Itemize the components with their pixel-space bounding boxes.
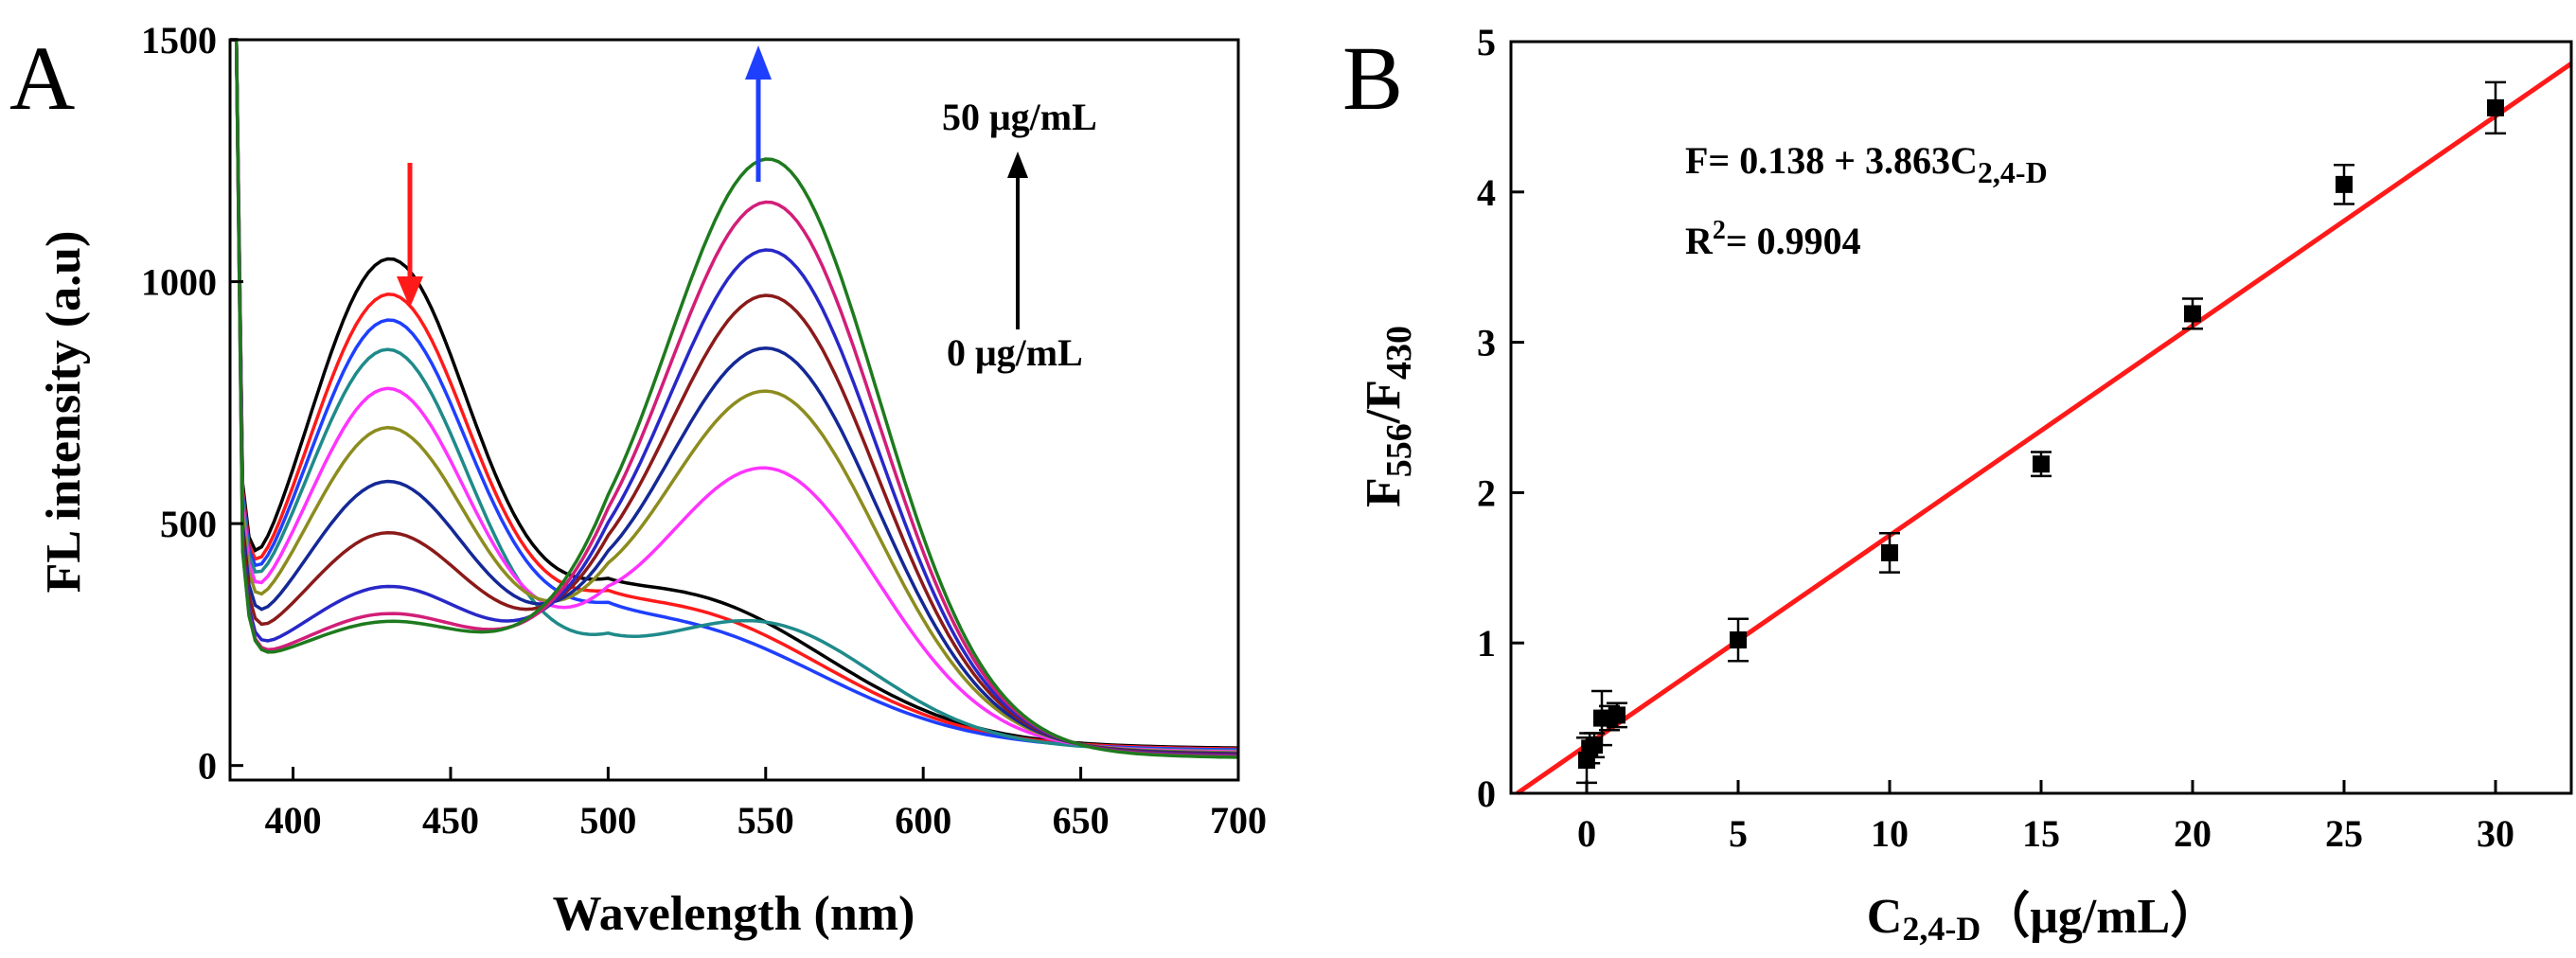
panel-a-x-tick-label: 550 [737,799,794,842]
panel-b-y-tick-label: 3 [1477,322,1496,364]
panel-b-ticks: 0 5 10 15 20 25 30 0 1 2 3 4 5 [1477,21,2514,855]
spectrum-line-1 [230,38,1239,750]
panel-a-x-tick-label: 600 [895,799,951,842]
panel-a-y-tick-label: 0 [198,745,217,788]
data-point [2033,455,2050,473]
panel-a-y-tick-label: 1000 [141,261,217,304]
spectrum-line-3 [230,38,1239,752]
panel-a-y-tick-label: 500 [160,503,217,545]
panel-a-x-tick-label: 500 [579,799,636,842]
annotation-50-ug-ml: 50 μg/mL [942,96,1097,138]
panel-b-label: B [1342,27,1403,129]
panel-a-x-tick-label: 700 [1210,799,1267,842]
panel-b-x-tick-label: 0 [1577,812,1596,855]
panel-a-x-tick-label: 400 [265,799,322,842]
r-squared: R2= 0.9904 [1685,216,1861,262]
panel-a-y-axis-title: FL intensity (a.u) [37,231,91,594]
panel-b: B 0 5 10 15 20 25 30 0 1 2 3 4 5 F= 0.138 + 3.863C2,… [1342,21,2573,948]
panel-b-y-tick-label: 2 [1477,471,1496,514]
spectrum-line-5 [230,38,1239,754]
panel-a-ticks: 400 450 500 550 600 650 700 0 500 1000 1500 [141,19,1267,842]
spectrum-line-10 [230,38,1239,758]
panel-b-y-tick-label: 0 [1477,772,1496,815]
fit-equation: F= 0.138 + 3.863C2,4-D [1685,139,2048,189]
data-point [2184,305,2201,323]
blue-up-arrow [745,45,772,182]
red-down-arrow [397,163,423,308]
annotation-0-ug-ml: 0 μg/mL [947,331,1083,374]
panel-b-x-tick-label: 5 [1729,812,1748,855]
black-up-arrow [1007,151,1028,329]
spectrum-line-6 [230,38,1239,754]
panel-a-plot-frame [228,38,1240,782]
panel-a-y-tick-label: 1500 [141,19,217,62]
panel-b-x-tick-label: 15 [2022,812,2060,855]
panel-a-series-group [230,38,1239,759]
panel-a-x-tick-label: 650 [1053,799,1110,842]
data-point [1730,631,1747,649]
panel-a-label: A [9,27,75,129]
spectrum-line-4 [230,38,1239,753]
data-point [1881,543,1898,561]
panel-b-x-tick-label: 25 [2325,812,2363,855]
panel-b-y-axis-title: F556/F430 [1357,326,1419,507]
panel-a: A 400 450 500 550 600 650 700 0 500 1000 1500 50 μ… [9,19,1267,941]
spectrum-line-9 [230,38,1239,757]
panel-b-y-tick-label: 4 [1477,171,1496,214]
spectrum-line-7 [230,38,1239,755]
panel-b-x-tick-label: 30 [2477,812,2514,855]
panel-a-x-axis-title: Wavelength (nm) [553,887,915,941]
panel-b-x-axis-title: C2,4-D（μg/mL） [1867,889,2220,948]
panel-b-y-tick-label: 1 [1477,622,1496,665]
panel-b-content [1516,62,2573,796]
panel-b-x-tick-label: 10 [1871,812,1909,855]
spectrum-line-8 [230,38,1239,756]
panel-a-x-tick-label: 450 [422,799,479,842]
data-point [2336,175,2353,193]
panel-b-x-tick-label: 20 [2174,812,2212,855]
panel-b-y-tick-label: 5 [1477,21,1496,63]
fit-line [1516,62,2573,796]
spectrum-line-11 [230,38,1239,759]
data-point [1608,706,1626,724]
spectrum-line-2 [230,38,1239,751]
data-point [2487,98,2504,116]
